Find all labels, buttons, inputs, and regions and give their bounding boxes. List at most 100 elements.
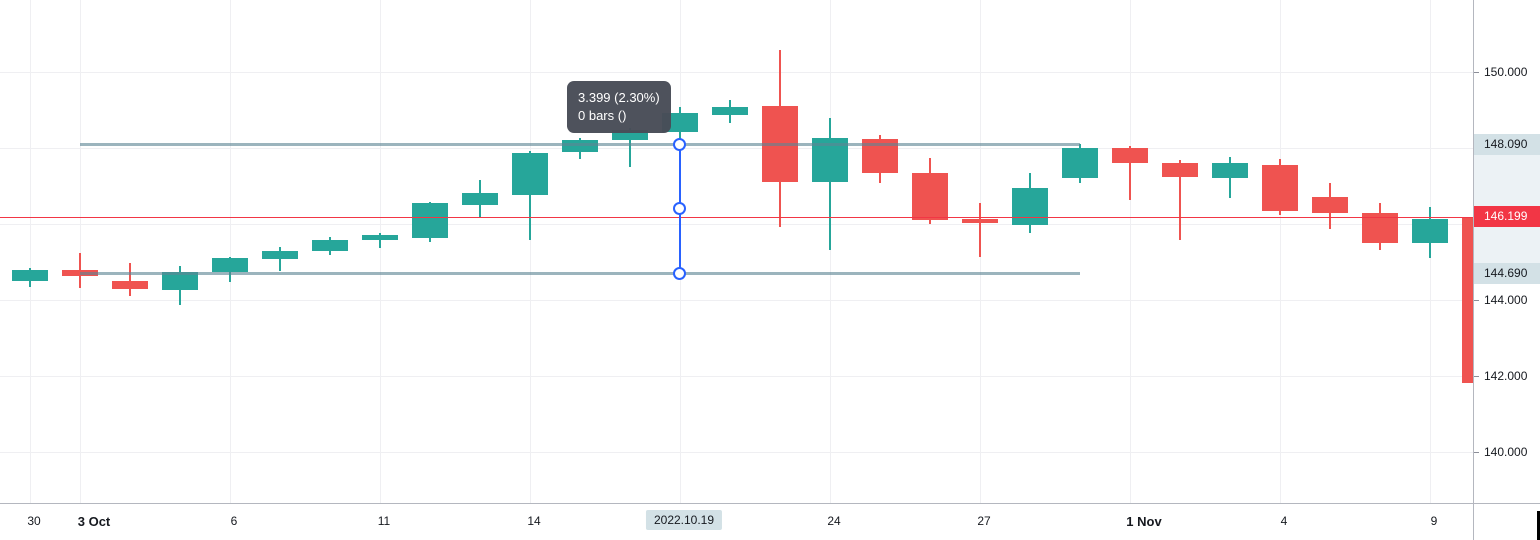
candle-body [1112,148,1148,163]
time-axis-label: 24 [827,514,841,528]
price-tick-mark [1474,72,1479,74]
candle[interactable] [1212,0,1248,503]
candle-body [1212,163,1248,179]
price-tick-mark [1474,376,1479,378]
candle[interactable] [412,0,448,503]
candle-wick [1129,146,1131,201]
price-axis-label: 142.000 [1474,369,1540,383]
chart-pane[interactable]: 3.399 (2.30%) 0 bars () [0,0,1473,503]
gridline-horizontal [0,300,1473,302]
time-axis-label: 11 [377,514,391,528]
candle-body [1312,197,1348,214]
candle[interactable] [1012,0,1048,503]
candle-wick [529,151,531,241]
gridline-vertical [30,0,31,503]
time-axis-label: 6 [230,514,238,528]
measure-handle-middle[interactable] [673,202,686,216]
candle[interactable] [762,0,798,503]
gridline-vertical [230,0,231,503]
candle-body [362,235,398,241]
candle[interactable] [1162,0,1198,503]
candle[interactable] [1312,0,1348,503]
candle-wick [829,118,831,250]
candle-body [562,140,598,153]
gridline-horizontal [0,376,1473,378]
candle-body [1262,165,1298,212]
time-axis[interactable]: 30 3 Oct 6 11 14 2022.10.19 24 27 1 Nov 4 9 [0,503,1473,540]
measure-tooltip: 3.399 (2.30%) 0 bars () [567,81,671,133]
candle[interactable] [1262,0,1298,503]
candle-body [212,258,248,273]
measure-bars-text: 0 bars () [578,108,627,123]
price-range-top-line[interactable] [80,143,1080,147]
time-axis-label: 1 Nov [1126,514,1162,529]
candle-body [112,281,148,290]
candle[interactable] [612,0,648,503]
candle[interactable] [12,0,48,503]
time-axis-label: 30 [27,514,41,528]
candle[interactable] [262,0,298,503]
gridline-vertical [80,0,81,503]
candle-body [512,153,548,196]
price-range-bottom-line[interactable] [80,272,1080,276]
candle[interactable] [912,0,948,503]
candle-wick [979,203,981,258]
candle[interactable] [1362,0,1398,503]
time-axis-label: 27 [977,514,991,528]
time-axis-label: 3 Oct [77,514,111,529]
candle[interactable] [1062,0,1098,503]
candle-body [912,173,948,220]
candle[interactable] [462,0,498,503]
measure-handle-top[interactable] [673,137,686,151]
candle-wick [629,128,631,168]
gridline-vertical [380,0,381,503]
gridline-vertical [1280,0,1281,503]
time-axis-label: 14 [527,514,541,528]
price-tick-mark [1474,300,1479,302]
price-axis-label: 140.000 [1474,445,1540,459]
candle[interactable] [1112,0,1148,503]
price-tick-text: 142.000 [1484,369,1528,384]
candle[interactable] [712,0,748,503]
candle-body [162,272,198,291]
candle[interactable] [212,0,248,503]
candle[interactable] [1412,0,1448,503]
candle-body [312,240,348,252]
gridline-horizontal [0,72,1473,74]
candle[interactable] [1462,0,1473,503]
candle-body [612,130,648,141]
candle-body [1062,148,1098,179]
price-axis-label: 150.000 [1474,65,1540,79]
gridline-vertical [530,0,531,503]
gridline-horizontal [0,452,1473,454]
candle[interactable] [512,0,548,503]
price-tick-text: 140.000 [1484,445,1528,460]
price-tick-text: 144.000 [1484,293,1528,308]
gridline-horizontal [0,224,1473,226]
candle[interactable] [162,0,198,503]
candle-body [1462,216,1473,383]
time-axis-label: 4 [1280,514,1288,528]
candle[interactable] [362,0,398,503]
candle-body [1162,163,1198,178]
price-axis[interactable]: 150.000 144.000 142.000 140.000 148.090 146.1… [1473,0,1540,503]
time-axis-label: 9 [1430,514,1438,528]
last-price-badge: 146.199 [1474,206,1540,228]
candle-body [1012,188,1048,226]
candle[interactable] [862,0,898,503]
time-axis-highlighted-label: 2022.10.19 [645,510,723,530]
measure-handle-bottom[interactable] [673,266,686,280]
candle[interactable] [562,0,598,503]
candle-body [962,219,998,223]
candle-wick [129,263,131,296]
candle[interactable] [812,0,848,503]
candle[interactable] [312,0,348,503]
candle[interactable] [62,0,98,503]
candle-body [1412,219,1448,244]
candle[interactable] [962,0,998,503]
axis-corner [1473,503,1540,540]
price-badge-text: 146.199 [1484,209,1528,224]
candle[interactable] [112,0,148,503]
candle-wick [1179,160,1181,241]
